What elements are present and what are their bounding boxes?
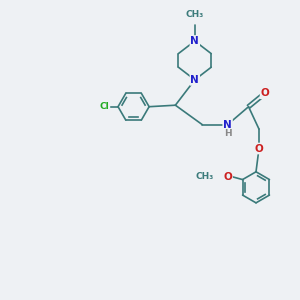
- Text: H: H: [224, 129, 232, 138]
- Text: N: N: [190, 36, 199, 46]
- Text: N: N: [223, 120, 232, 130]
- Text: N: N: [190, 75, 199, 85]
- Text: O: O: [261, 88, 269, 98]
- Text: O: O: [223, 172, 232, 182]
- Text: CH₃: CH₃: [195, 172, 214, 181]
- Text: O: O: [255, 143, 263, 154]
- Text: Cl: Cl: [100, 102, 110, 111]
- Text: CH₃: CH₃: [186, 10, 204, 19]
